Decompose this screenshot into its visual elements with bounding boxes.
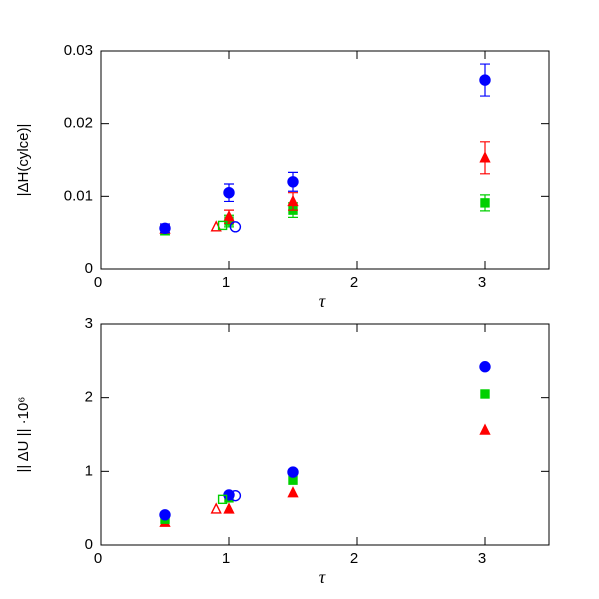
point <box>479 151 491 163</box>
y-axis-label: |ΔH(cylce)| <box>15 124 32 197</box>
y-tick-label: 0 <box>85 536 93 553</box>
y-tick-label: 0.03 <box>64 42 93 59</box>
x-tick-label: 3 <box>478 274 486 291</box>
point <box>217 494 228 505</box>
point <box>229 221 242 233</box>
point <box>229 489 242 502</box>
point <box>287 176 299 188</box>
x-axis-label: τ <box>319 291 326 311</box>
x-tick-label: 2 <box>350 274 358 291</box>
point <box>159 509 171 521</box>
y-tick-label: 0.01 <box>64 187 93 204</box>
x-tick-label: 1 <box>222 550 230 567</box>
x-tick-label: 2 <box>350 550 358 567</box>
point <box>287 194 299 207</box>
y-tick-label: 1 <box>85 462 93 479</box>
plot-frame <box>100 50 550 270</box>
x-tick-label: 0 <box>94 550 102 567</box>
point <box>287 466 299 478</box>
point <box>480 198 490 208</box>
x-tick-label: 1 <box>222 274 230 291</box>
point <box>217 220 228 231</box>
x-tick-label: 0 <box>94 274 102 291</box>
point <box>223 210 235 222</box>
point <box>210 502 222 514</box>
point <box>479 423 491 435</box>
y-tick-label: 0 <box>85 260 93 277</box>
point <box>480 389 490 399</box>
point <box>223 502 235 514</box>
y-tick-label: 3 <box>85 315 93 332</box>
point <box>287 486 299 498</box>
point <box>159 222 171 235</box>
plot-frame <box>100 323 550 546</box>
x-tick-label: 3 <box>478 550 486 567</box>
point <box>479 361 491 373</box>
point <box>223 186 235 199</box>
y-tick-label: 2 <box>85 389 93 406</box>
point <box>479 74 491 86</box>
x-axis-label: τ <box>319 567 326 587</box>
y-tick-label: 0.02 <box>64 115 93 132</box>
y-axis-label: || ΔU || ·10⁶ <box>15 397 32 473</box>
